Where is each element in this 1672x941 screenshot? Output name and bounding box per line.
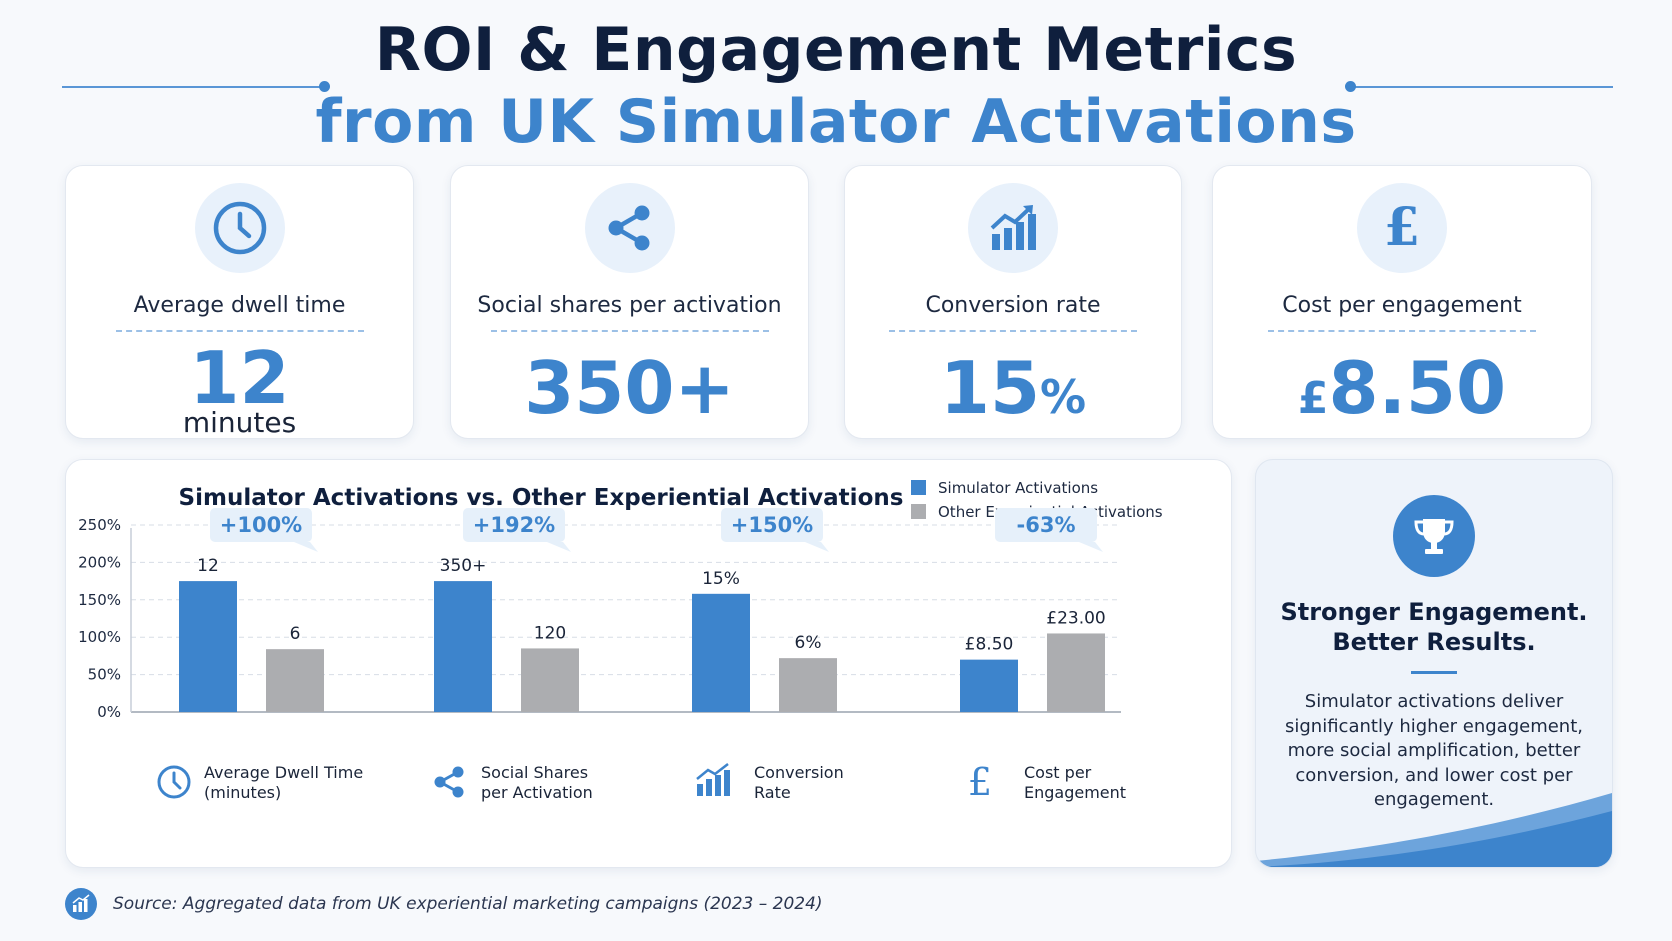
title-rule-left [62,86,325,88]
bar-simulator [960,659,1018,712]
source-footer: Source: Aggregated data from UK experien… [65,888,823,920]
bar-value-label: 350+ [440,556,487,576]
title-line-1: ROI & Engagement Metrics [374,15,1298,85]
legend-swatch [911,504,926,519]
trophy-icon [1393,495,1475,577]
annotation-label: -63% [1017,513,1076,537]
annotation-callout [721,508,823,542]
bar-other [521,648,579,712]
y-tick-label: 50% [88,666,121,684]
kpi-card-dwell-time: Average dwell time 12 minutes [65,165,414,439]
y-tick-label: 250% [78,516,121,534]
kpi-value: 15% [845,348,1181,437]
kpi-label: Social shares per activation [477,293,782,318]
pound-icon: £ [968,760,992,804]
bar-other [266,649,324,712]
bar-other [1047,633,1105,712]
kpi-value: £8.50 [1213,348,1591,439]
kpi-number: 8.50 [1328,346,1507,430]
y-tick-label: 150% [78,591,121,609]
kpi-suffix: % [1040,370,1087,424]
summary-heading: Stronger Engagement. Better Results. [1256,597,1612,657]
decorative-wave [1256,793,1612,867]
bar-chart-icon [696,763,730,796]
comparison-bar-chart: Simulator Activations vs. Other Experien… [78,479,1163,804]
category-label: Social Shares [481,763,588,782]
y-tick-label: 200% [78,553,121,571]
kpi-label: Average dwell time [133,293,346,318]
bar-simulator [179,581,237,712]
y-tick-label: 100% [78,628,121,646]
clock-icon [157,765,191,799]
annotation-callout-pointer [805,542,829,552]
share-icon [434,766,464,798]
title-line-2: from UK Simulator Activations [315,87,1357,157]
bar-value-label: 120 [534,623,566,643]
comparison-chart-panel: Simulator Activations vs. Other Experien… [65,459,1232,868]
summary-divider [1411,671,1457,674]
legend-label: Simulator Activations [938,479,1098,497]
kpi-card-cost-per-engagement: £ Cost per engagement £8.50 [1212,165,1592,439]
kpi-card-conversion-rate: Conversion rate 15% [844,165,1182,439]
annotation-callout-pointer [547,542,571,552]
summary-heading-line-1: Stronger Engagement. [1280,598,1588,626]
bar-chart-icon [968,183,1058,273]
svg-text:£: £ [968,760,992,804]
annotation-label: +192% [473,513,555,537]
chart-title: Simulator Activations vs. Other Experien… [179,485,904,511]
category-label: Rate [754,783,791,802]
kpi-unit: minutes [182,406,297,439]
category-label: (minutes) [204,783,281,802]
kpi-divider [1268,330,1536,332]
kpi-value: 350+ [524,346,735,430]
title-rule-right [1350,86,1613,88]
kpi-number: 15 [939,346,1041,430]
category-label: per Activation [481,783,593,802]
kpi-divider [889,330,1137,332]
title-dot-left [319,81,330,92]
bar-value-label: 6 [290,624,301,644]
source-text: Source: Aggregated data from UK experien… [113,894,823,914]
bar-value-label: 6% [795,633,822,653]
annotation-callout-pointer [1079,542,1103,552]
y-tick-label: 0% [97,703,121,721]
bar-value-label: 12 [197,556,219,576]
pound-icon: £ [1357,183,1447,273]
summary-heading-line-2: Better Results. [1332,628,1536,656]
bar-value-label: 15% [702,569,740,589]
annotation-callout [210,508,312,542]
page-title: ROI & Engagement Metrics from UK Simulat… [0,14,1672,158]
kpi-divider [115,330,364,332]
bar-chart-icon [65,888,97,920]
clock-icon [194,183,285,273]
summary-panel: Stronger Engagement. Better Results. Sim… [1255,459,1613,868]
annotation-label: +100% [220,513,302,537]
title-dot-right [1345,81,1356,92]
kpi-label: Cost per engagement [1282,293,1522,318]
annotation-callout-pointer [294,542,318,552]
summary-body: Simulator activations deliver significan… [1285,691,1583,810]
bar-value-label: £8.50 [965,635,1014,655]
category-label: Average Dwell Time [204,763,363,782]
bar-value-label: £23.00 [1046,608,1105,628]
annotation-label: +150% [731,513,813,537]
bar-simulator [434,581,492,712]
legend-swatch [911,480,926,495]
kpi-card-social-shares: Social shares per activation 350+ [450,165,809,439]
annotation-callout [463,508,565,542]
kpi-prefix: £ [1297,373,1329,424]
annotation-callout [995,508,1097,542]
kpi-divider [490,330,769,332]
category-label: Conversion [754,763,844,782]
bar-other [779,658,837,712]
kpi-label: Conversion rate [925,293,1101,318]
category-label: Engagement [1024,783,1126,802]
bar-simulator [692,593,750,712]
share-icon [584,183,675,273]
kpi-value: 12 [189,336,290,420]
category-label: Cost per [1024,763,1092,782]
